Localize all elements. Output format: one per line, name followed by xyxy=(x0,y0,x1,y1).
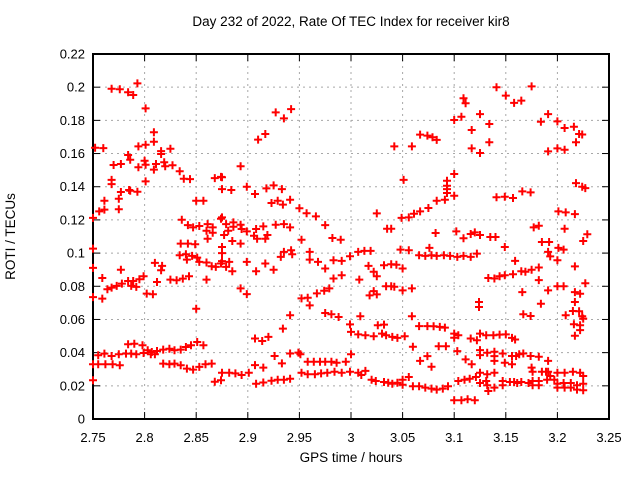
y-tick-label: 0.12 xyxy=(60,212,85,227)
y-tick-label: 0.2 xyxy=(67,80,85,95)
x-tick-label: 3.1 xyxy=(445,430,463,445)
chart-title: Day 232 of 2022, Rate Of TEC Index for r… xyxy=(192,14,509,29)
x-tick-label: 3.25 xyxy=(596,430,621,445)
y-tick-label: 0.02 xyxy=(60,378,85,393)
y-tick-label: 0 xyxy=(78,412,85,427)
y-tick-label: 0.22 xyxy=(60,47,85,62)
y-tick-label: 0.14 xyxy=(60,179,85,194)
x-tick-label: 3.15 xyxy=(493,430,518,445)
y-tick-label: 0.08 xyxy=(60,279,85,294)
plot-border xyxy=(92,53,610,420)
scatter-points xyxy=(89,79,592,405)
y-tick-label: 0.18 xyxy=(60,113,85,128)
x-tick-label: 3.2 xyxy=(548,430,566,445)
x-tick-label: 2.85 xyxy=(184,430,209,445)
y-axis-label: ROTI / TECUs xyxy=(3,193,18,280)
x-tick-label: 3.05 xyxy=(390,430,415,445)
x-tick-label: 2.75 xyxy=(80,430,105,445)
x-tick-label: 2.8 xyxy=(136,430,154,445)
y-tick-label: 0.04 xyxy=(60,345,85,360)
x-tick-label: 2.95 xyxy=(287,430,312,445)
x-axis-label: GPS time / hours xyxy=(300,450,403,465)
y-tick-label: 0.16 xyxy=(60,146,85,161)
y-tick-label: 0.06 xyxy=(60,312,85,327)
y-tick-label: 0.1 xyxy=(67,246,85,261)
x-tick-label: 2.9 xyxy=(239,430,257,445)
x-tick-label: 3 xyxy=(347,430,354,445)
